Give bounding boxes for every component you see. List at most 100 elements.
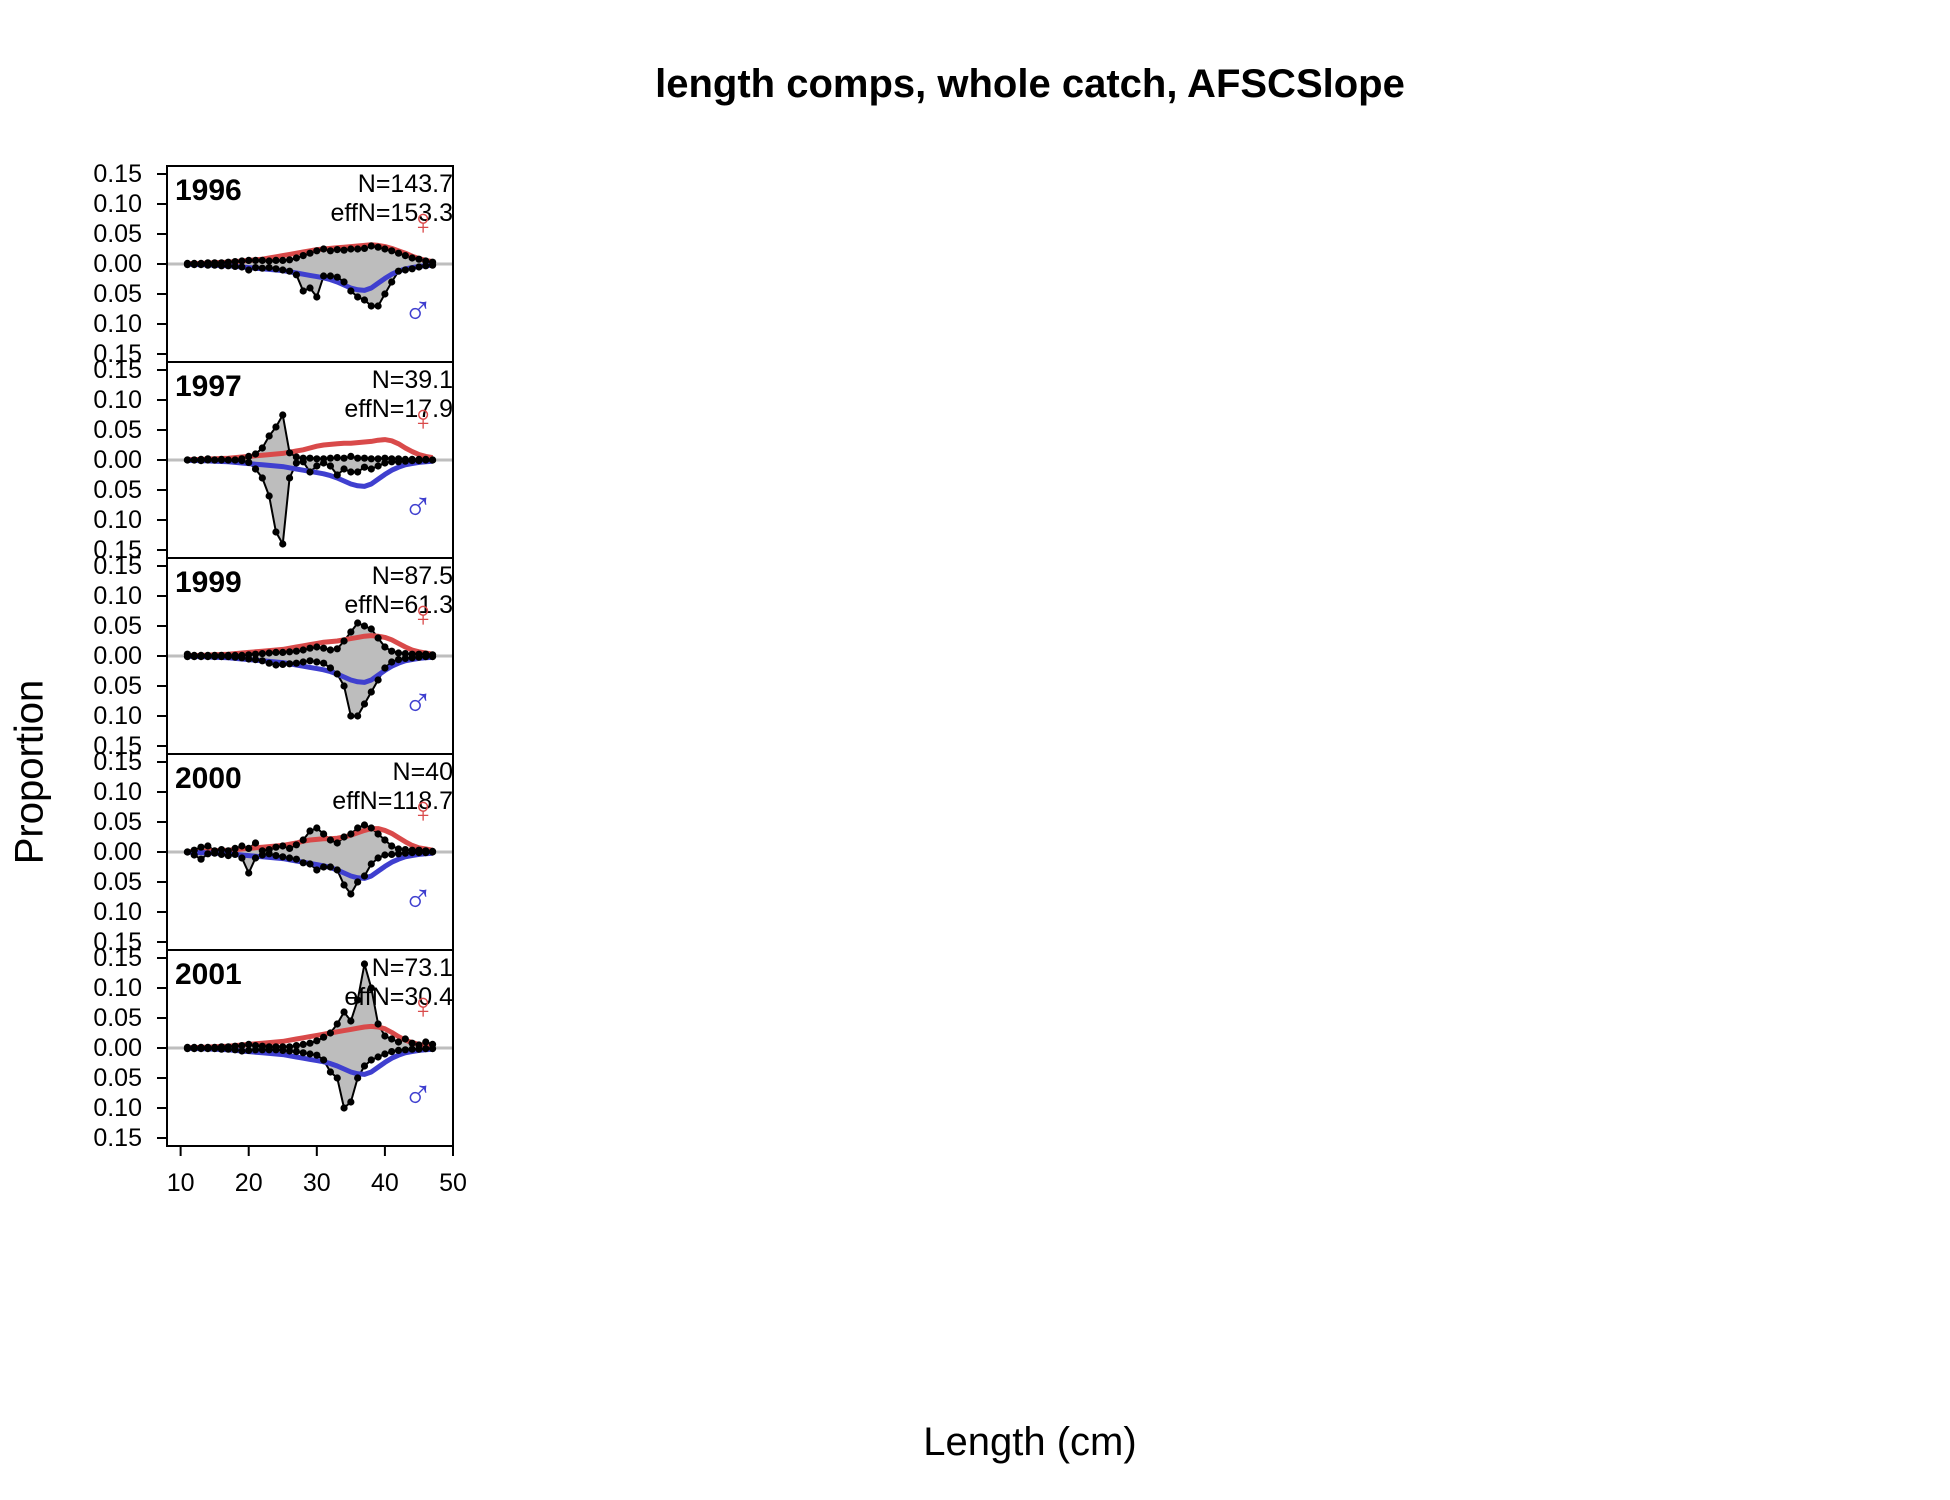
male-symbol: ♂	[403, 485, 433, 529]
y-tick-label: 0.10	[93, 582, 142, 610]
male-observed-point	[354, 468, 362, 476]
male-observed-point	[340, 1104, 348, 1112]
female-observed-point	[354, 454, 362, 462]
female-observed-point	[340, 1008, 348, 1016]
y-tick-label: 0.10	[93, 778, 142, 806]
male-observed-point	[217, 1045, 226, 1053]
female-observed-point	[381, 643, 389, 651]
male-observed-point	[326, 272, 335, 280]
female-observed-point	[354, 245, 362, 253]
male-observed-point	[204, 850, 212, 858]
female-observed-point	[245, 256, 253, 264]
male-observed-point	[360, 463, 369, 471]
male-observed-point	[238, 457, 246, 465]
female-observed-point	[367, 984, 375, 992]
female-observed-point	[354, 824, 362, 832]
male-observed-point	[204, 1045, 212, 1053]
male-observed-point	[224, 456, 232, 464]
y-tick-label: 0.10	[93, 974, 142, 1002]
male-symbol: ♂	[403, 1073, 433, 1117]
male-observed-point	[388, 278, 396, 286]
male-observed-point	[381, 290, 389, 298]
male-observed-point	[258, 1046, 266, 1054]
male-observed-point	[367, 688, 375, 696]
male-observed-point	[306, 468, 314, 476]
female-observed-point	[279, 842, 287, 850]
female-observed-point	[251, 450, 260, 458]
y-tick-label: 0.00	[93, 838, 142, 866]
male-observed-point	[272, 265, 280, 273]
female-observed-point	[299, 646, 307, 654]
male-observed-point	[292, 659, 300, 667]
y-tick-label: 0.15	[93, 944, 142, 972]
female-observed-point	[333, 1020, 341, 1028]
male-observed-point	[415, 263, 423, 271]
female-observed-point	[258, 256, 266, 264]
female-observed-point	[394, 249, 403, 257]
male-observed-point	[326, 664, 335, 672]
male-observed-point	[285, 1047, 294, 1055]
male-observed-point	[394, 850, 403, 858]
male-observed-point	[231, 262, 239, 270]
male-observed-point	[360, 296, 369, 304]
female-observed-point	[279, 648, 287, 657]
male-observed-point	[354, 1074, 362, 1082]
male-observed-point	[231, 456, 239, 464]
female-observed-point	[374, 830, 382, 838]
male-observed-point	[422, 456, 430, 464]
female-observed-point	[374, 634, 382, 642]
female-observed-point	[265, 649, 273, 657]
female-observed-point	[388, 647, 396, 655]
female-observed-point	[238, 257, 246, 265]
male-observed-point	[374, 1053, 382, 1061]
male-observed-point	[190, 851, 198, 859]
y-tick-label: 0.05	[93, 672, 142, 700]
male-observed-point	[279, 540, 287, 548]
male-observed-point	[183, 456, 192, 464]
female-observed-point	[347, 1017, 355, 1025]
male-observed-point	[394, 656, 403, 664]
male-observed-point	[183, 1045, 192, 1053]
female-observed-point	[367, 455, 375, 463]
female-observed-point	[340, 637, 348, 645]
male-observed-point	[320, 272, 328, 280]
y-tick-label: 0.00	[93, 1034, 142, 1062]
male-observed-point	[245, 655, 253, 663]
male-observed-point	[313, 1051, 321, 1059]
male-observed-point	[401, 654, 409, 663]
panel-year-label: 1999	[175, 566, 242, 599]
male-observed-point	[258, 264, 266, 272]
male-observed-point	[333, 670, 341, 678]
male-observed-point	[320, 1056, 328, 1064]
female-observed-point	[408, 1039, 416, 1047]
female-observed-point	[313, 824, 321, 832]
y-tick-label: 0.05	[93, 476, 142, 504]
male-observed-point	[299, 287, 307, 295]
male-observed-point	[428, 1045, 437, 1053]
male-observed-point	[374, 676, 382, 684]
y-tick-label: 0.15	[93, 732, 142, 760]
male-observed-point	[428, 456, 437, 464]
male-observed-point	[238, 263, 246, 271]
female-observed-point	[360, 244, 369, 252]
male-observed-point	[374, 462, 382, 470]
female-observed-point	[401, 1035, 409, 1043]
male-observed-point	[285, 854, 294, 862]
male-observed-point	[190, 261, 198, 269]
female-observed-point	[285, 256, 294, 264]
female-observed-point	[251, 256, 260, 264]
male-observed-point	[313, 462, 321, 470]
male-observed-point	[211, 1045, 219, 1053]
male-observed-point	[211, 849, 219, 857]
male-observed-point	[190, 1045, 198, 1053]
male-observed-point	[224, 852, 232, 860]
female-observed-point	[231, 844, 239, 853]
panel-year-label: 1996	[175, 174, 242, 207]
female-observed-point	[381, 836, 389, 844]
female-observed-point	[394, 649, 403, 657]
male-observed-point	[408, 654, 416, 662]
male-observed-point	[320, 863, 328, 871]
male-observed-point	[354, 293, 362, 301]
female-symbol: ♀	[410, 397, 437, 438]
y-tick-label: 0.10	[93, 506, 142, 534]
